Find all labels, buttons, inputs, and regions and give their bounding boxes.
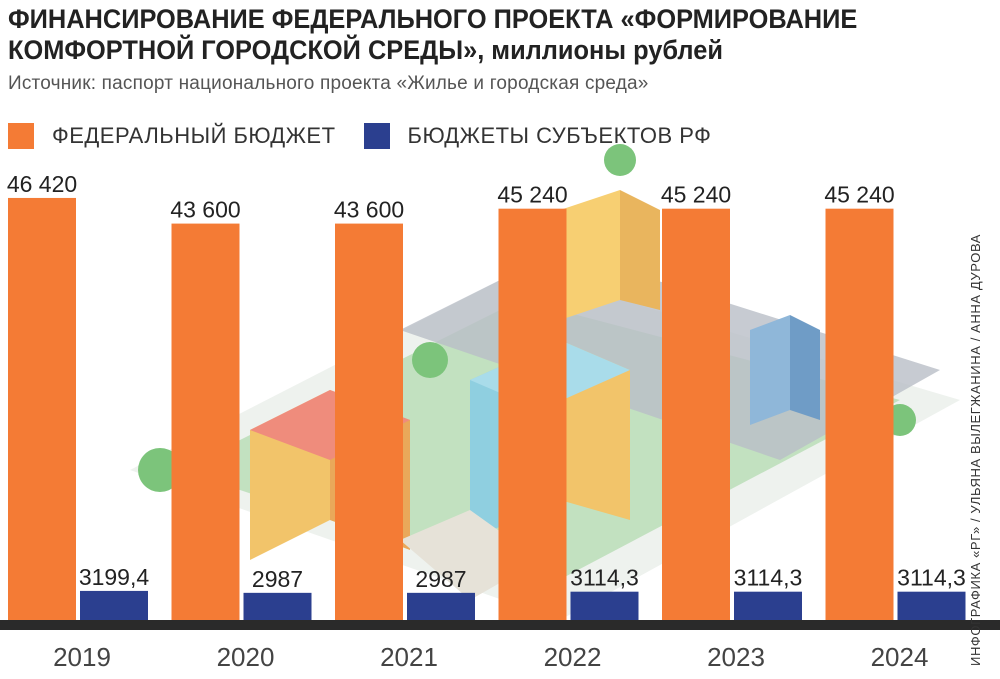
legend-label-regional: БЮДЖЕТЫ СУБЪЕКТОВ РФ xyxy=(407,123,712,148)
credit-text: ИНФОГРАФИКА «РГ» / УЛЬЯНА ВЫЛЕГЖАНИНА / … xyxy=(968,233,983,666)
bars-group xyxy=(8,197,966,621)
bar-federal-2021 xyxy=(335,223,403,620)
bar-regional-2019 xyxy=(80,590,148,620)
value-label-federal-2020: 43 600 xyxy=(170,197,240,223)
x-tick-label-2023: 2023 xyxy=(707,642,765,672)
legend-label-federal: ФЕДЕРАЛЬНЫЙ БЮДЖЕТ xyxy=(52,123,336,148)
value-label-regional-2023: 3114,3 xyxy=(734,565,803,591)
bar-regional-2020 xyxy=(243,592,312,620)
value-label-regional-2022: 3114,3 xyxy=(570,565,639,591)
bar-federal-2020 xyxy=(171,223,240,620)
value-label-federal-2021: 43 600 xyxy=(334,197,404,223)
x-tick-label-2022: 2022 xyxy=(544,642,602,672)
bar-regional-2022 xyxy=(570,591,639,620)
chart-source: Источник: паспорт национального проекта … xyxy=(8,73,649,94)
bar-federal-2019 xyxy=(8,197,76,621)
x-tick-label-2020: 2020 xyxy=(217,642,275,672)
bar-federal-2022 xyxy=(498,208,567,620)
bar-federal-2024 xyxy=(825,208,894,620)
legend-item-regional: БЮДЖЕТЫ СУБЪЕКТОВ РФ xyxy=(363,123,712,149)
value-labels-group: 46 420 3199,4 43 600 2987 43 600 2987 45 240 31… xyxy=(7,171,966,592)
legend-item-federal: ФЕДЕРАЛЬНЫЙ БЮДЖЕТ xyxy=(8,123,336,149)
value-label-federal-2024: 45 240 xyxy=(824,182,894,208)
bar-regional-2021 xyxy=(407,592,475,620)
value-label-regional-2020: 2987 xyxy=(252,566,303,592)
value-label-federal-2023: 45 240 xyxy=(661,182,731,208)
x-tick-label-2024: 2024 xyxy=(871,642,929,672)
x-tick-label-2019: 2019 xyxy=(53,642,111,672)
value-label-regional-2019: 3199,4 xyxy=(79,564,150,590)
legend-swatch-federal xyxy=(8,123,34,149)
bar-regional-2023 xyxy=(734,591,802,620)
bar-regional-2024 xyxy=(897,591,966,620)
value-label-regional-2021: 2987 xyxy=(415,566,466,592)
value-label-regional-2024: 3114,3 xyxy=(897,565,966,591)
bar-federal-2023 xyxy=(662,208,730,620)
x-axis-ticks: 2019 2020 2021 2022 2023 2024 xyxy=(53,642,928,672)
legend-swatch-regional xyxy=(363,123,390,149)
x-tick-label-2021: 2021 xyxy=(380,642,438,672)
chart-title: ФИНАНСИРОВАНИЕ ФЕДЕРАЛЬНОГО ПРОЕКТА «ФОР… xyxy=(8,4,858,65)
value-label-federal-2019: 46 420 xyxy=(7,171,77,197)
value-label-federal-2022: 45 240 xyxy=(497,182,567,208)
legend: ФЕДЕРАЛЬНЫЙ БЮДЖЕТ БЮДЖЕТЫ СУБЪЕКТОВ РФ xyxy=(8,122,739,150)
